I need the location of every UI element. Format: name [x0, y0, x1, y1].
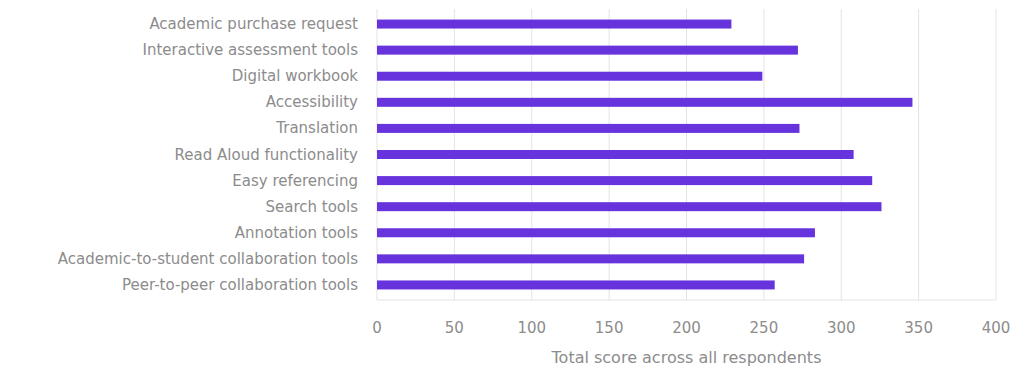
bar [377, 280, 775, 289]
category-label: Peer-to-peer collaboration tools [122, 276, 358, 294]
tick-label: 300 [827, 319, 856, 337]
bar [377, 254, 804, 263]
bar [377, 228, 815, 237]
tick-label: 200 [672, 319, 701, 337]
tick-label: 350 [904, 319, 933, 337]
bar [377, 72, 762, 81]
grid-line [996, 9, 997, 300]
bar [377, 124, 799, 133]
tick-label: 0 [372, 319, 382, 337]
grid-line [918, 9, 919, 300]
tick-label: 100 [517, 319, 546, 337]
chart-container: 0 50 100 150 200 250 300 350 400 Academic purchas… [0, 0, 1024, 382]
bar [377, 46, 798, 55]
chart-svg: 0 50 100 150 200 250 300 350 400 Academic purchas… [0, 0, 1024, 382]
grid [377, 9, 996, 300]
category-label: Interactive assessment tools [143, 41, 359, 59]
tick-label: 50 [445, 319, 464, 337]
category-label: Accessibility [266, 93, 358, 111]
axis-title: Total score across all respondents [551, 348, 822, 367]
category-label: Digital workbook [232, 67, 359, 85]
bar [377, 176, 872, 185]
category-label: Easy referencing [232, 172, 358, 190]
category-label: Search tools [265, 198, 358, 216]
tick-label: 150 [595, 319, 624, 337]
x-axis-line [377, 300, 996, 301]
category-label: Read Aloud functionality [175, 146, 359, 164]
tick-label: 250 [750, 319, 779, 337]
bar [377, 202, 881, 211]
bar [377, 20, 731, 29]
bar [377, 150, 854, 159]
tick-label: 400 [982, 319, 1011, 337]
bars [377, 20, 912, 290]
category-label: Annotation tools [235, 224, 358, 242]
category-label: Academic purchase request [149, 15, 358, 33]
bar [377, 98, 912, 107]
category-label: Translation [275, 119, 358, 137]
category-label: Academic-to-student collaboration tools [58, 250, 358, 268]
